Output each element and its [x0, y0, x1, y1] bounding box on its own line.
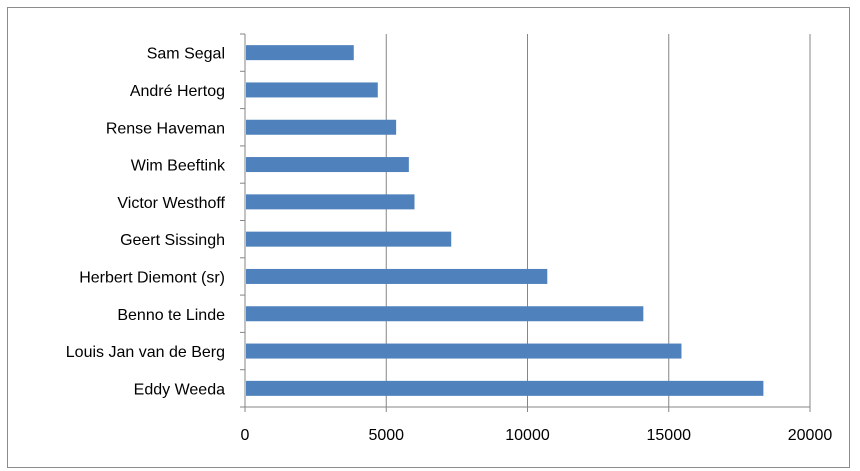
- category-label: Rense Haveman: [106, 120, 225, 137]
- bar: [246, 194, 415, 210]
- category-labels: Sam Segal André Hertog Rense Haveman Wim Be…: [66, 46, 226, 399]
- bar: [246, 268, 548, 284]
- bar: [246, 45, 354, 61]
- category-label: Benno te Linde: [117, 307, 225, 324]
- axes: [240, 33, 811, 412]
- category-label: Louis Jan van de Berg: [66, 344, 225, 361]
- category-label: Victor Westhoff: [117, 195, 225, 212]
- x-tick-label: 15000: [647, 427, 692, 444]
- x-tick-label: 0: [241, 427, 250, 444]
- x-tick-label: 10000: [505, 427, 550, 444]
- category-label: Herbert Diemont (sr): [79, 269, 225, 286]
- bar: [246, 119, 397, 135]
- category-label: Geert Sissingh: [120, 232, 225, 249]
- category-label: Sam Segal: [147, 46, 225, 63]
- bars: [246, 45, 764, 396]
- bar: [246, 231, 452, 247]
- bar: [246, 343, 682, 359]
- bar: [246, 82, 378, 98]
- tick-labels: 0 5000 10000 15000 20000: [241, 427, 833, 444]
- category-label: André Hertog: [130, 83, 225, 100]
- bar: [246, 157, 409, 173]
- x-tick-label: 5000: [368, 427, 404, 444]
- x-tick-label: 20000: [788, 427, 833, 444]
- bar: [246, 306, 644, 322]
- category-label: Eddy Weeda: [134, 381, 225, 398]
- bar: [246, 380, 764, 396]
- category-label: Wim Beeftink: [131, 158, 226, 175]
